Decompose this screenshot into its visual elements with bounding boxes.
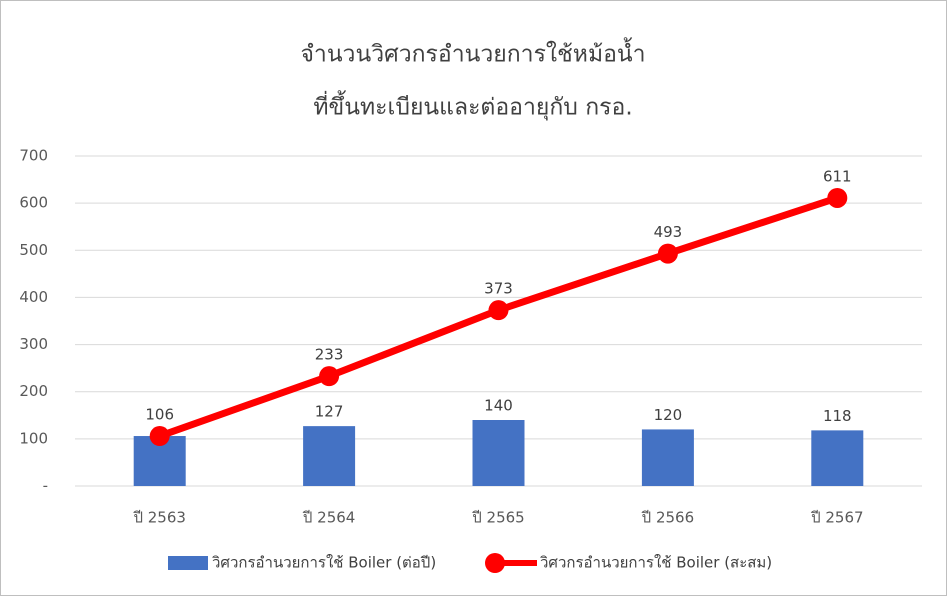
x-tick-label: ปี 2567 [810, 509, 863, 527]
legend-swatch [168, 556, 208, 570]
data-label: 127 [315, 403, 344, 421]
legend-marker [485, 553, 505, 573]
data-label: 120 [654, 406, 683, 424]
y-tick-label: - [43, 477, 48, 495]
line-marker [149, 426, 170, 447]
legend-label: วิศวกรอำนวยการใช้ Boiler (สะสม) [539, 554, 772, 572]
line-marker [488, 300, 509, 321]
legend-label: วิศวกรอำนวยการใช้ Boiler (ต่อปี) [211, 554, 436, 572]
y-tick-label: 500 [19, 241, 48, 259]
bar [303, 426, 356, 486]
data-label: 493 [654, 223, 683, 241]
x-tick-label: ปี 2564 [302, 509, 355, 527]
y-tick-label: 100 [19, 429, 48, 447]
bar [472, 420, 525, 486]
bar [811, 430, 864, 486]
y-tick-label: 200 [19, 382, 48, 400]
data-label: 233 [315, 346, 344, 364]
data-label: 118 [823, 407, 852, 425]
line-marker [657, 243, 678, 264]
data-label: 611 [823, 167, 852, 185]
y-tick-label: 600 [19, 194, 48, 212]
y-tick-label: 400 [19, 288, 48, 306]
bar [641, 429, 694, 486]
data-label: 140 [484, 397, 513, 415]
line-marker [827, 187, 848, 208]
x-tick-label: ปี 2565 [471, 509, 524, 527]
data-label: 373 [484, 280, 513, 298]
line-marker [319, 366, 340, 387]
x-tick-label: ปี 2566 [641, 509, 694, 527]
x-tick-label: ปี 2563 [133, 509, 186, 527]
y-tick-label: 300 [19, 335, 48, 353]
data-label: 106 [145, 406, 174, 424]
chart-title: จำนวนวิศวกรอำนวยการใช้หม้อน้ำ [300, 38, 645, 68]
y-tick-label: 700 [19, 147, 48, 165]
chart-title: ที่ขึ้นทะเบียนและต่ออายุกับ กรอ. [313, 91, 632, 121]
